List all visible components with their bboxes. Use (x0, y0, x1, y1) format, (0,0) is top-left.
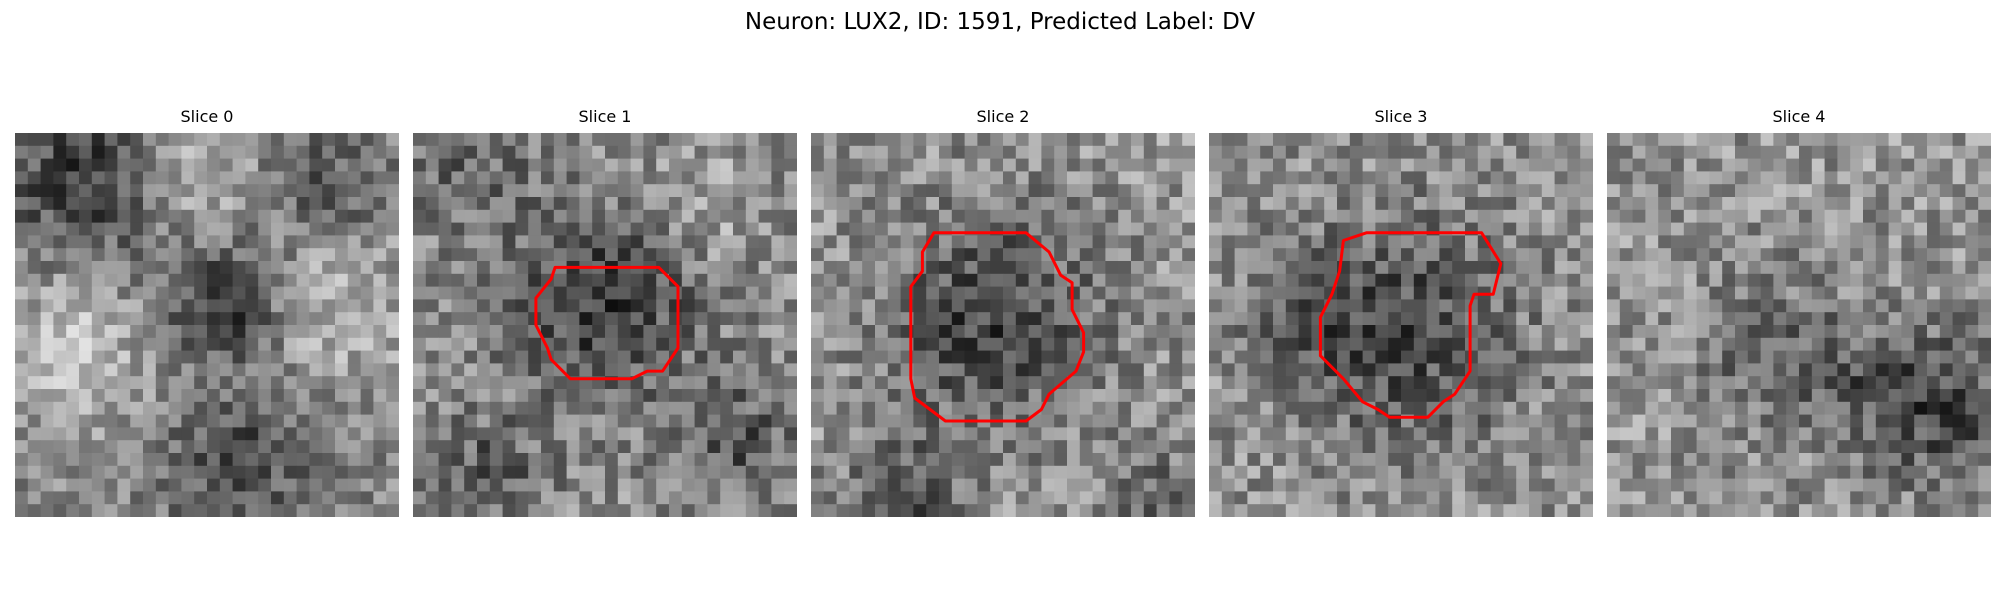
slice-title: Slice 3 (1374, 107, 1428, 126)
pixel-grid (811, 133, 1195, 517)
slice-image-3 (1209, 133, 1593, 517)
pixel-grid (413, 133, 797, 517)
slice-panel-1: Slice 1 (413, 107, 797, 517)
slice-image-4 (1607, 133, 1991, 517)
slice-image-0 (15, 133, 399, 517)
slice-panel-2: Slice 2 (811, 107, 1195, 517)
slice-title: Slice 1 (578, 107, 632, 126)
slice-panel-4: Slice 4 (1607, 107, 1991, 517)
slice-image-1 (413, 133, 797, 517)
slice-title: Slice 2 (976, 107, 1030, 126)
slice-panel-0: Slice 0 (15, 107, 399, 517)
pixel-grid (15, 133, 399, 517)
slice-image-2 (811, 133, 1195, 517)
slice-title: Slice 4 (1772, 107, 1826, 126)
slice-title: Slice 0 (180, 107, 234, 126)
pixel-grid (1607, 133, 1991, 517)
segmentation-contour (534, 265, 680, 381)
figure-title: Neuron: LUX2, ID: 1591, Predicted Label:… (744, 9, 1256, 35)
pixel-grid (1209, 133, 1593, 517)
segmentation-contour (1318, 231, 1503, 419)
segmentation-contour (909, 231, 1086, 423)
slice-panel-3: Slice 3 (1209, 107, 1593, 517)
